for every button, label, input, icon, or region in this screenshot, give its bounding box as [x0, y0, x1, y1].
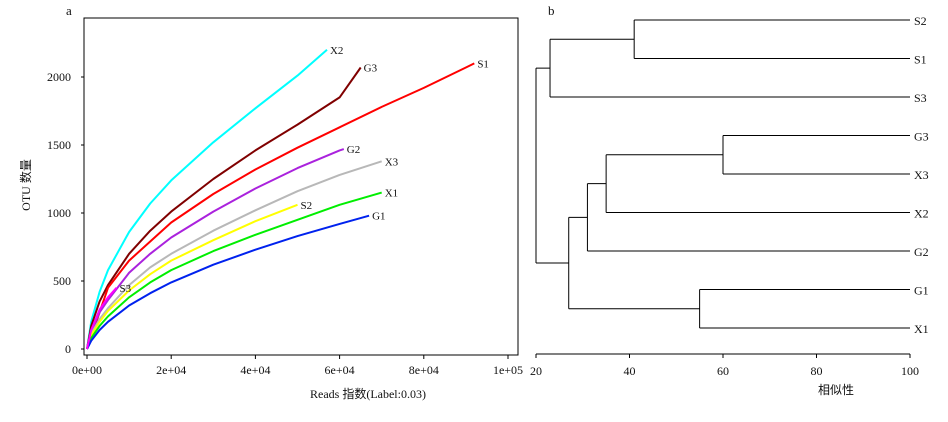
leaf-label-g2: G2: [914, 245, 929, 259]
similarity-tick-label: 60: [717, 364, 729, 378]
y-axis: 0 500 1000 1500 2000: [47, 70, 84, 356]
panel-a-letter: a: [66, 3, 72, 18]
series-line-s1: [86, 62, 475, 350]
x-tick-label: 0e+00: [72, 363, 102, 377]
series-line-g2: [86, 148, 345, 350]
series-label-x3: X3: [385, 156, 399, 168]
leaf-label-x1: X1: [914, 322, 929, 336]
y-tick-label: 1000: [47, 206, 71, 220]
similarity-tick-label: 80: [811, 364, 823, 378]
y-tick-label: 500: [53, 274, 71, 288]
series-lines: [86, 49, 475, 350]
y-axis-label: OTU 数量: [18, 159, 33, 211]
x-tick-label: 4e+04: [240, 363, 270, 377]
similarity-tick-label: 100: [901, 364, 919, 378]
series-label-g3: G3: [364, 62, 378, 74]
dendrogram-leaf-labels: S2 S1 S3 G3 X3 X2 G2 G1 X1: [914, 14, 929, 336]
leaf-label-g1: G1: [914, 284, 929, 298]
x-tick-label: 1e+05: [493, 363, 523, 377]
similarity-axis: 20 40 60 80 100: [530, 354, 919, 378]
series-line-g3: [86, 66, 362, 350]
leaf-label-s3: S3: [914, 91, 927, 105]
leaf-label-g3: G3: [914, 130, 929, 144]
dendrogram: b S2 S1 S3 G3 X3 X2 G2 G1 X1 20 40 60 80 100 相似性: [530, 3, 929, 397]
series-line-x3: [86, 160, 383, 350]
leaf-label-x3: X3: [914, 168, 929, 182]
similarity-tick-label: 20: [530, 364, 542, 378]
similarity-tick-label: 40: [624, 364, 636, 378]
y-tick-label: 0: [65, 342, 71, 356]
leaf-label-s2: S2: [914, 14, 927, 28]
x-axis: 0e+00 2e+04 4e+04 6e+04 8e+04 1e+05: [72, 355, 523, 377]
x-axis-label: Reads 指数(Label:0.03): [310, 386, 426, 401]
series-label-s3: S3: [119, 283, 131, 295]
x-tick-label: 2e+04: [156, 363, 186, 377]
series-label-x2: X2: [330, 45, 343, 57]
rarefaction-chart: a 0 500 1000 1500 2000 0e+00 2e+04 4e+04 6e+04 8…: [18, 3, 523, 401]
panel-b-letter: b: [548, 3, 555, 18]
series-line-x1: [86, 191, 382, 350]
series-label-g1: G1: [372, 211, 385, 223]
leaf-label-x2: X2: [914, 207, 929, 221]
x-tick-label: 6e+04: [325, 363, 355, 377]
leaf-label-s1: S1: [914, 53, 927, 67]
series-line-s2: [86, 203, 298, 350]
x-tick-label: 8e+04: [409, 363, 439, 377]
series-label-s1: S1: [477, 58, 489, 70]
dendrogram-branches: [535, 19, 910, 329]
y-tick-label: 2000: [47, 70, 71, 84]
similarity-axis-label: 相似性: [818, 383, 854, 397]
y-tick-label: 1500: [47, 138, 71, 152]
series-label-s2: S2: [301, 200, 313, 212]
series-line-g1: [86, 214, 370, 350]
series-label-x1: X1: [385, 188, 398, 200]
series-line-x2: [86, 49, 328, 350]
plot-frame: [83, 17, 519, 356]
series-label-g2: G2: [347, 144, 360, 156]
series-line-s3: [86, 287, 118, 350]
